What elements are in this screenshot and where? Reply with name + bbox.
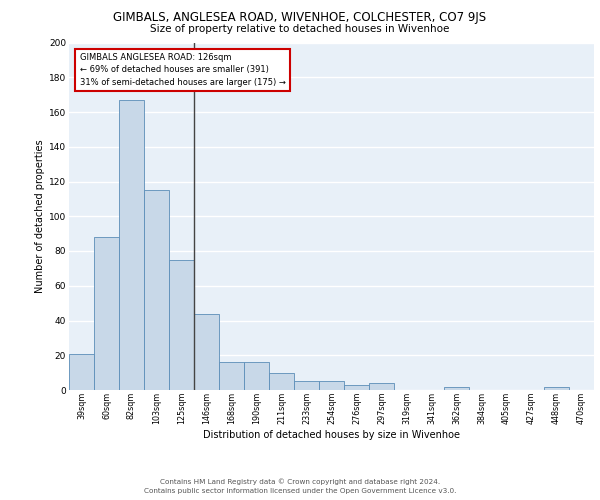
Bar: [194, 314, 219, 390]
Bar: [219, 362, 244, 390]
X-axis label: Distribution of detached houses by size in Wivenhoe: Distribution of detached houses by size …: [203, 430, 460, 440]
Bar: [244, 362, 269, 390]
Text: GIMBALS, ANGLESEA ROAD, WIVENHOE, COLCHESTER, CO7 9JS: GIMBALS, ANGLESEA ROAD, WIVENHOE, COLCHE…: [113, 11, 487, 24]
Bar: [344, 385, 369, 390]
Bar: [169, 260, 194, 390]
Bar: [119, 100, 144, 390]
Bar: [69, 354, 94, 390]
Text: Contains HM Land Registry data © Crown copyright and database right 2024.
Contai: Contains HM Land Registry data © Crown c…: [144, 478, 456, 494]
Y-axis label: Number of detached properties: Number of detached properties: [35, 140, 45, 293]
Bar: [369, 383, 394, 390]
Bar: [444, 386, 469, 390]
Bar: [94, 237, 119, 390]
Bar: [544, 386, 569, 390]
Text: GIMBALS ANGLESEA ROAD: 126sqm
← 69% of detached houses are smaller (391)
31% of : GIMBALS ANGLESEA ROAD: 126sqm ← 69% of d…: [79, 53, 286, 87]
Bar: [269, 372, 294, 390]
Text: Size of property relative to detached houses in Wivenhoe: Size of property relative to detached ho…: [151, 24, 449, 34]
Bar: [144, 190, 169, 390]
Bar: [294, 382, 319, 390]
Bar: [319, 382, 344, 390]
